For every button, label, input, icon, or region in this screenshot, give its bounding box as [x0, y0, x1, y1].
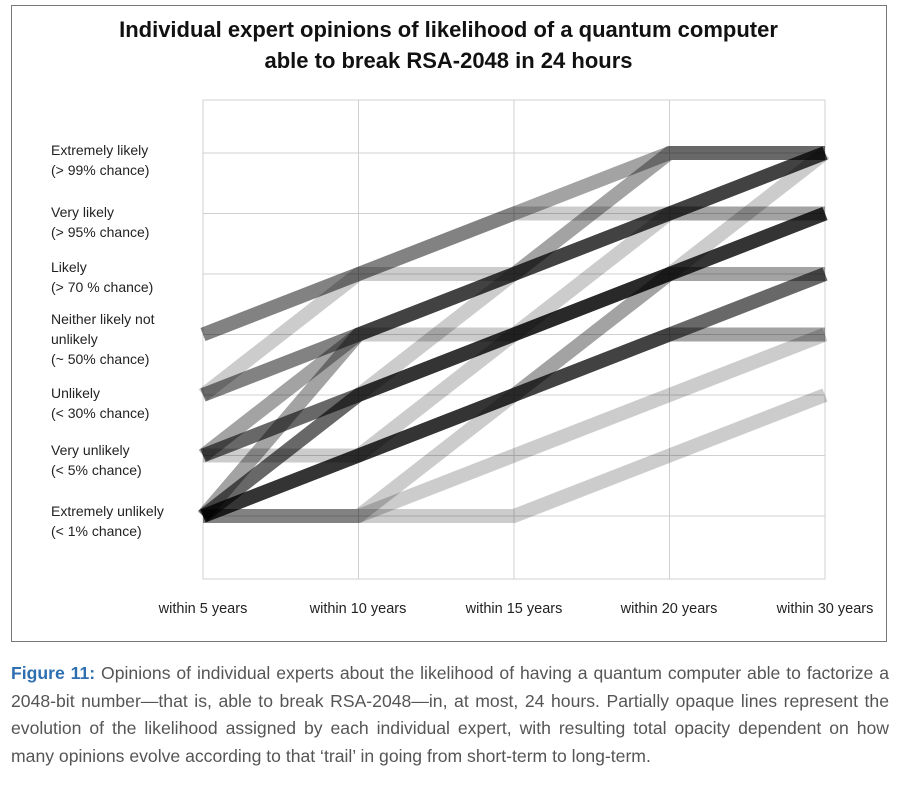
- expert-trail-line: [198, 206, 828, 522]
- expert-trail-line: [200, 267, 828, 523]
- y-label-neither: Neither likely not unlikely (~ 50% chanc…: [51, 311, 155, 367]
- expert-trail-line: [200, 146, 828, 463]
- expert-trail-line: [200, 267, 828, 523]
- y-label-extremely-unlikely: Extremely unlikely (< 1% chance): [51, 503, 164, 539]
- chart-plot: [197, 99, 830, 580]
- expert-trail-line: [200, 146, 825, 342]
- expert-trail-line: [198, 206, 828, 522]
- figure-caption: Figure 11: Opinions of individual expert…: [11, 660, 889, 770]
- x-label-30-years: within 30 years: [776, 601, 874, 617]
- x-label-5-years: within 5 years: [158, 601, 248, 617]
- expert-trail-line: [197, 146, 828, 521]
- expert-trail-line: [203, 388, 828, 523]
- expert-trail-line: [198, 146, 828, 401]
- expert-trail-line: [200, 206, 828, 463]
- y-label-very-unlikely: Very unlikely (< 5% chance): [51, 442, 142, 478]
- expert-trail-line: [198, 146, 825, 522]
- y-label-very-likely: Very likely (> 95% chance): [51, 204, 150, 240]
- expert-trail-line: [200, 327, 825, 523]
- y-label-unlikely: Unlikely (< 30% chance): [51, 385, 150, 421]
- chart-title: Individual expert opinions of likelihood…: [0, 14, 897, 76]
- expert-trail-line: [200, 206, 828, 463]
- expert-trail-line: [200, 267, 828, 523]
- expert-trail-line: [198, 147, 830, 522]
- expert-trail-line: [200, 327, 825, 523]
- expert-trail-line: [200, 206, 825, 342]
- expert-trail-line: [198, 206, 825, 462]
- expert-trail-line: [200, 146, 825, 342]
- x-label-10-years: within 10 years: [309, 601, 407, 617]
- expert-trail-line: [198, 146, 828, 462]
- expert-trail-line: [197, 146, 825, 521]
- expert-trail-line: [200, 206, 828, 402]
- chart-title-line-2: able to break RSA-2048 in 24 hours: [264, 48, 633, 73]
- caption-text: Opinions of individual experts about the…: [11, 663, 889, 766]
- expert-trail-line: [203, 206, 828, 523]
- y-label-likely: Likely (> 70 % chance): [51, 259, 154, 295]
- caption-label: Figure 11:: [11, 663, 96, 683]
- expert-trail-line: [200, 267, 825, 523]
- expert-trail-line: [200, 206, 828, 523]
- expert-trail-line: [200, 267, 825, 463]
- figure-frame: [11, 5, 887, 642]
- x-label-15-years: within 15 years: [465, 601, 563, 617]
- expert-trail-line: [203, 267, 828, 463]
- chart-title-line-1: Individual expert opinions of likelihood…: [119, 17, 778, 42]
- expert-trail-line: [203, 327, 828, 523]
- expert-trail-line: [200, 146, 828, 402]
- expert-trail-line: [200, 146, 828, 402]
- x-label-20-years: within 20 years: [620, 601, 718, 617]
- y-label-extremely-likely: Extremely likely (> 99% chance): [51, 142, 150, 178]
